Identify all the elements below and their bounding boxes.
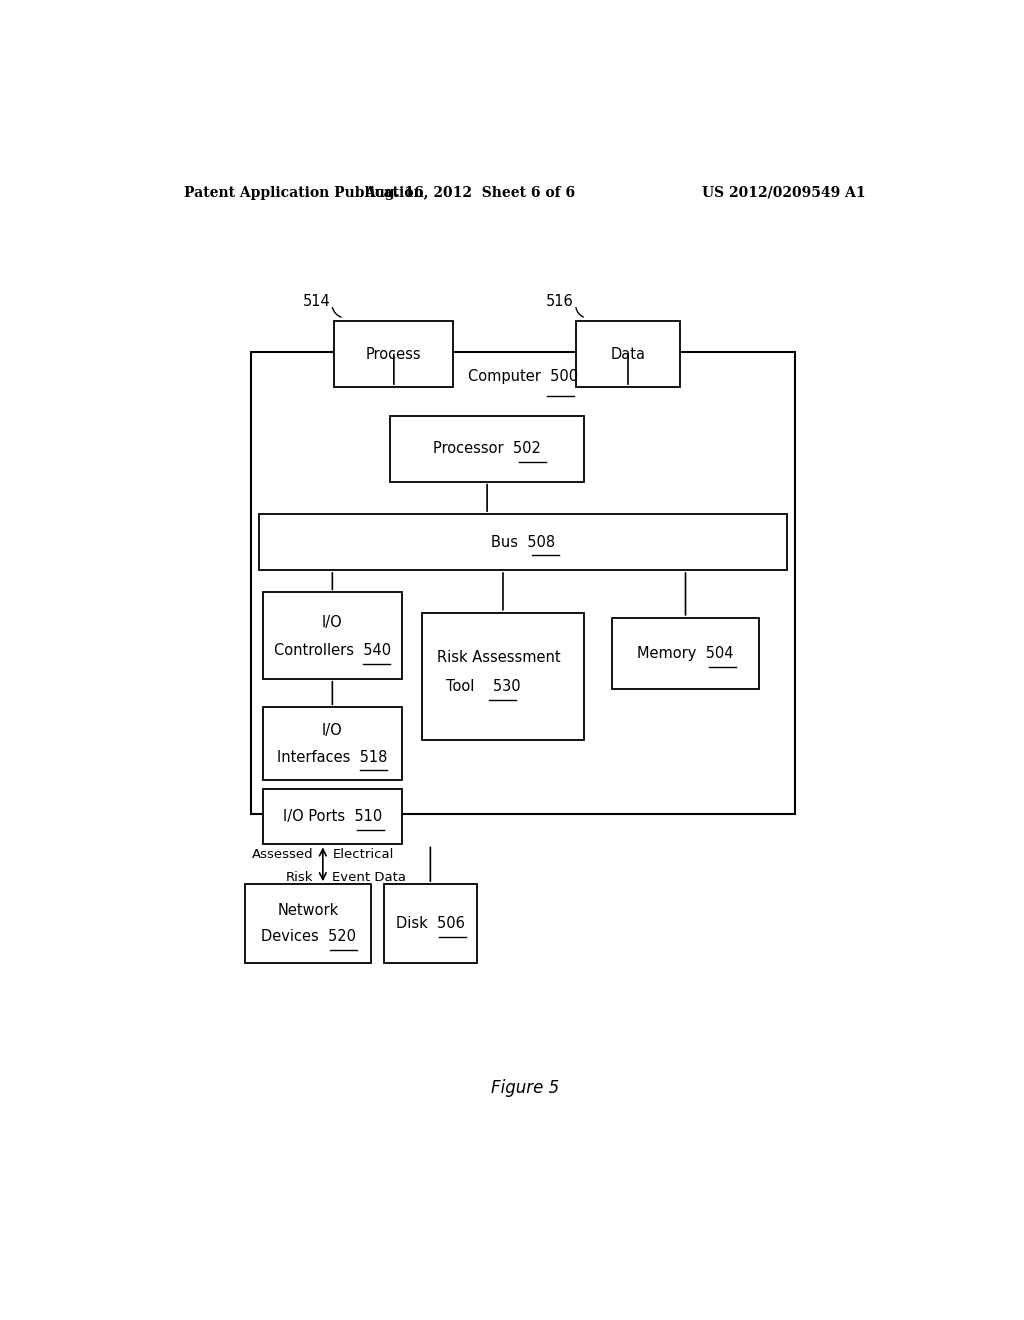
Text: Risk Assessment: Risk Assessment xyxy=(437,651,561,665)
Bar xyxy=(263,593,401,678)
Bar xyxy=(422,612,585,739)
Bar xyxy=(263,788,401,845)
Text: I/O: I/O xyxy=(322,723,343,738)
Text: Risk: Risk xyxy=(286,871,313,884)
Text: Tool    530: Tool 530 xyxy=(445,678,520,694)
Text: US 2012/0209549 A1: US 2012/0209549 A1 xyxy=(702,186,866,199)
Text: 514: 514 xyxy=(303,294,331,309)
Text: Devices  520: Devices 520 xyxy=(261,929,355,945)
Text: Process: Process xyxy=(366,347,422,362)
Bar xyxy=(390,416,585,482)
Text: Processor  502: Processor 502 xyxy=(433,441,541,457)
Text: Aug. 16, 2012  Sheet 6 of 6: Aug. 16, 2012 Sheet 6 of 6 xyxy=(364,186,574,199)
Text: Figure 5: Figure 5 xyxy=(490,1080,559,1097)
Bar xyxy=(259,515,786,570)
Text: Electrical: Electrical xyxy=(333,847,393,861)
Text: 516: 516 xyxy=(546,294,574,309)
Text: Bus  508: Bus 508 xyxy=(490,535,555,549)
Text: Controllers  540: Controllers 540 xyxy=(273,643,391,659)
Bar xyxy=(263,708,401,780)
Bar xyxy=(246,884,371,964)
Text: Computer  500: Computer 500 xyxy=(468,368,578,384)
Text: I/O Ports  510: I/O Ports 510 xyxy=(283,809,382,824)
Text: Disk  506: Disk 506 xyxy=(396,916,465,931)
Bar xyxy=(251,351,795,814)
Bar xyxy=(577,321,680,387)
Text: Memory  504: Memory 504 xyxy=(637,645,734,661)
Bar xyxy=(334,321,454,387)
Text: Network: Network xyxy=(278,903,339,917)
Bar xyxy=(612,618,759,689)
Text: Patent Application Publication: Patent Application Publication xyxy=(183,186,423,199)
Text: I/O: I/O xyxy=(322,615,343,630)
Text: Event Data: Event Data xyxy=(333,871,407,884)
Text: Assessed: Assessed xyxy=(252,847,313,861)
Bar xyxy=(384,884,477,964)
Text: Interfaces  518: Interfaces 518 xyxy=(278,750,387,764)
Text: Data: Data xyxy=(610,347,645,362)
